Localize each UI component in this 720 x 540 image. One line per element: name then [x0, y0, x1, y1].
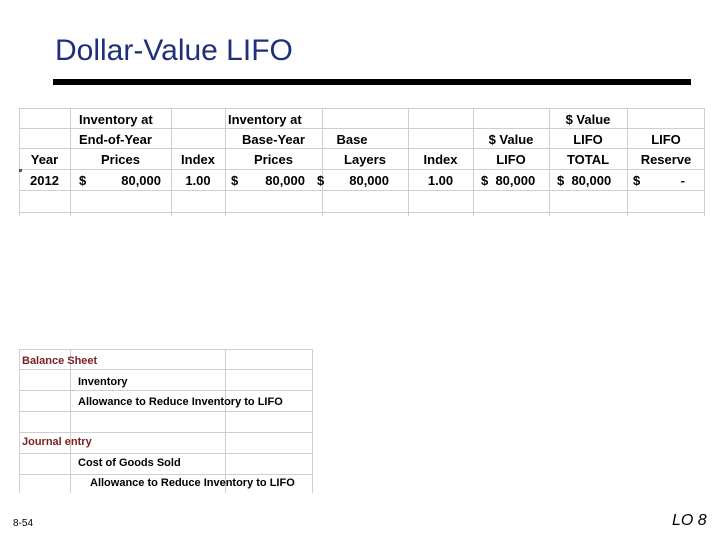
entries-table: Balance Sheet Inventory Allowance to Red…: [19, 349, 313, 493]
header-total-line2: LIFO: [573, 132, 603, 147]
row-reserve-value: -: [680, 173, 685, 188]
grid-line: [19, 349, 313, 350]
grid-line: [704, 108, 705, 216]
grid-line: [19, 169, 705, 170]
grid-line: [70, 349, 71, 493]
grid-line: [19, 453, 313, 454]
bs-inventory-label: Inventory: [78, 376, 128, 388]
grid-line: [171, 108, 172, 216]
header-base-line1: Inventory at: [228, 112, 302, 127]
row-base-value: 80,000: [265, 173, 305, 188]
header-index1: Index: [181, 152, 215, 167]
grid-line: [473, 108, 474, 216]
row-dvlifo: $ 80,000: [481, 173, 536, 188]
header-index2: Index: [423, 152, 458, 167]
je-cogs-label: Cost of Goods Sold: [78, 457, 181, 469]
grid-line: [19, 349, 20, 493]
header-total-line3: TOTAL: [566, 152, 610, 167]
row-reserve-currency: $: [633, 173, 641, 188]
row-layers-value: 80,000: [349, 173, 389, 188]
grid-line: [19, 369, 313, 370]
row-eoy-value: 80,000: [121, 173, 161, 188]
grid-line: [19, 212, 705, 213]
grid-line: [19, 390, 313, 391]
journal-entry-heading: Journal entry: [22, 436, 92, 448]
grid-line: [19, 190, 705, 191]
header-reserve-line2: LIFO: [651, 132, 681, 147]
grid-line: [408, 108, 409, 216]
grid-line: [627, 108, 628, 216]
dollar-value-lifo-table: Inventory at Inventory at $ Value End-of…: [19, 108, 705, 216]
row-marker: [19, 169, 22, 172]
header-layers-line2: Base: [336, 132, 368, 147]
grid-line: [19, 411, 313, 412]
row-eoy-currency: $: [79, 173, 87, 188]
header-layers-line3: Layers: [344, 152, 386, 167]
lo-tag: LO 8: [672, 512, 707, 529]
header-eoy-line2: End-of-Year: [79, 132, 152, 147]
grid-line: [19, 128, 705, 129]
header-eoy-line1: Inventory at: [79, 112, 153, 127]
grid-line: [70, 108, 71, 216]
row-year: 2012: [30, 173, 59, 188]
header-dvlifo-line2: $ Value: [488, 132, 534, 147]
header-dvlifo-line3: LIFO: [496, 152, 526, 167]
row-dvtotal: $ 80,000: [557, 173, 612, 188]
header-reserve-line3: Reserve: [640, 152, 692, 167]
grid-line: [225, 108, 226, 216]
row-layers-currency: $: [317, 173, 325, 188]
row-index2: 1.00: [427, 173, 454, 188]
bs-allowance-label: Allowance to Reduce Inventory to LIFO: [78, 396, 283, 408]
je-allowance-label: Allowance to Reduce Inventory to LIFO: [90, 477, 295, 489]
grid-line: [322, 108, 323, 216]
grid-line: [19, 108, 20, 216]
grid-line: [19, 148, 705, 149]
row-base-currency: $: [231, 173, 239, 188]
title-underline: [53, 79, 691, 85]
grid-line: [312, 349, 313, 493]
grid-line: [19, 108, 705, 109]
grid-line: [225, 349, 226, 493]
balance-sheet-heading: Balance Sheet: [22, 355, 98, 367]
header-total-line1: $ Value: [565, 112, 611, 127]
header-year: Year: [30, 152, 59, 167]
header-base-line2: Base-Year: [242, 132, 305, 147]
grid-line: [19, 432, 313, 433]
grid-line: [19, 474, 313, 475]
page-number: 8-54: [13, 518, 34, 529]
header-eoy-line3: Prices: [100, 152, 141, 167]
slide-title: Dollar-Value LIFO: [55, 34, 293, 67]
grid-line: [549, 108, 550, 216]
row-index1: 1.00: [185, 173, 211, 188]
header-base-line3: Prices: [253, 152, 294, 167]
